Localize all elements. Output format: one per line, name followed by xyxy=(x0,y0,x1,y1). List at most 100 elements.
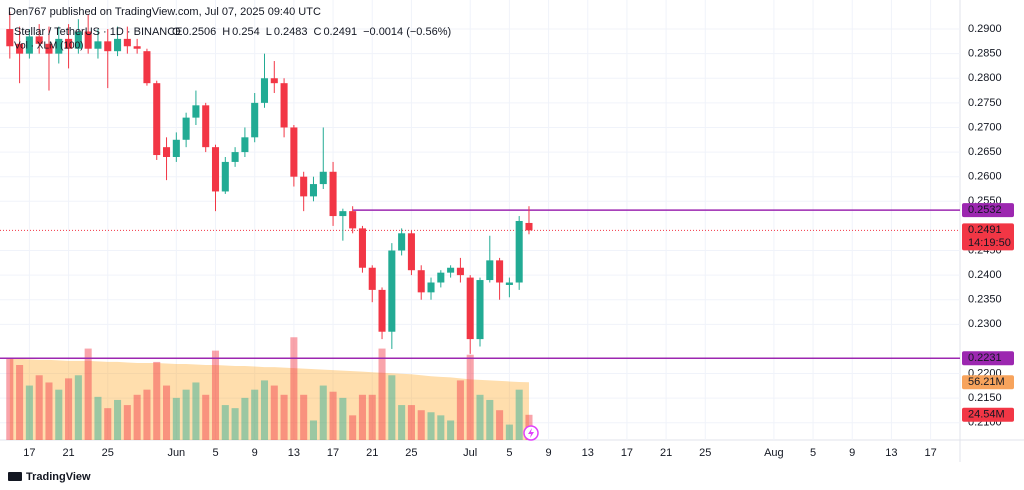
x-tick-label: 21 xyxy=(660,447,672,459)
volume-bar xyxy=(202,394,210,440)
y-tick-label: 0.2650 xyxy=(968,146,1002,158)
ohlc-key: H xyxy=(222,26,230,38)
publisher: Den767 published on TradingView.com, Jul… xyxy=(8,6,321,18)
symbol: Stellar / TetherUS · 1D · BINANCE xyxy=(14,26,183,38)
volume-bar xyxy=(319,385,327,440)
candle-body xyxy=(251,102,259,138)
x-tick-label: 25 xyxy=(405,447,417,459)
x-tick-label: 17 xyxy=(621,447,633,459)
candle-body xyxy=(123,38,131,47)
candle-body xyxy=(45,43,53,54)
candle-body xyxy=(486,260,494,281)
x-tick-label: 9 xyxy=(546,447,552,459)
ohlc-key: O xyxy=(172,26,181,38)
volume-bar xyxy=(123,405,131,440)
volume-bar xyxy=(456,380,464,440)
candle-body xyxy=(202,105,210,148)
volume-bar xyxy=(6,357,14,440)
candle-body xyxy=(456,267,464,276)
y-tick-label: 0.2800 xyxy=(968,72,1002,84)
volume-bar xyxy=(35,375,43,440)
last-price-tag: 0.2491 xyxy=(968,224,1002,236)
x-tick-label: 21 xyxy=(366,447,378,459)
volume-bar xyxy=(163,385,171,440)
volume-bar xyxy=(16,365,24,440)
volume-bar xyxy=(417,410,425,440)
candle-body xyxy=(525,222,533,231)
ohlc-value: 0.2506 xyxy=(183,26,217,38)
alert-icon[interactable] xyxy=(523,425,539,441)
candle-body xyxy=(35,36,43,44)
x-tick-label: Aug xyxy=(764,447,784,459)
candle-body xyxy=(505,282,513,285)
volume-title: Vol · XLM (100) xyxy=(14,41,83,52)
candle-body xyxy=(349,211,357,229)
volume-bar xyxy=(192,382,200,440)
candle-body xyxy=(241,137,249,153)
volume-bar xyxy=(84,348,92,440)
volume-bar xyxy=(349,415,357,440)
last-price-tag-countdown: 14:19:50 xyxy=(968,237,1011,249)
ohlc-value: 0.2491 xyxy=(323,26,357,38)
candle-body xyxy=(260,78,269,103)
volume-tag: 24.54M xyxy=(968,409,1005,421)
candle-body xyxy=(290,127,298,177)
ohlc-key: C xyxy=(313,26,321,38)
candle-body xyxy=(398,233,406,251)
volume-bar xyxy=(65,378,73,440)
volume-bar xyxy=(398,405,406,440)
volume-bar xyxy=(94,396,102,440)
x-tick-label: Jul xyxy=(463,447,477,459)
x-tick-label: Jun xyxy=(167,447,185,459)
y-tick-label: 0.2600 xyxy=(968,171,1002,183)
candle-body xyxy=(358,228,366,268)
volume-bar xyxy=(241,397,249,440)
level-tag: 0.2231 xyxy=(968,352,1002,364)
candle-body xyxy=(55,38,63,54)
volume-bar xyxy=(388,375,396,440)
candle-body xyxy=(84,31,92,49)
level-tag-bg xyxy=(962,203,1014,218)
candle-body xyxy=(104,41,112,52)
x-tick-label: 5 xyxy=(212,447,218,459)
volume-bar xyxy=(221,405,229,440)
x-tick-label: 17 xyxy=(327,447,339,459)
volume-bar xyxy=(368,394,376,440)
plot-area xyxy=(0,0,960,440)
volume-bar xyxy=(25,385,33,440)
alert-bolt[interactable] xyxy=(528,428,534,438)
ohlc-key: L xyxy=(266,26,272,38)
volume-bar xyxy=(329,391,337,440)
candle-body xyxy=(192,105,200,118)
volume-tag-bg xyxy=(962,407,1014,422)
candle-body xyxy=(211,147,220,192)
volume-bar xyxy=(231,408,239,440)
volume-bar xyxy=(309,420,317,440)
candle-body xyxy=(437,272,445,283)
y-tick-label: 0.2700 xyxy=(968,121,1002,133)
volume-bar xyxy=(143,389,151,440)
candle-body xyxy=(300,176,308,197)
volume-bar xyxy=(182,389,190,440)
x-tick-label: 17 xyxy=(924,447,936,459)
y-tick-label: 0.2900 xyxy=(968,23,1002,35)
volume-bar xyxy=(172,397,180,440)
ohlc-value: 0.2483 xyxy=(274,26,308,38)
x-tick-label: 17 xyxy=(23,447,35,459)
candle-body xyxy=(515,220,523,283)
candle-body xyxy=(172,139,180,158)
y-tick-label: 0.2150 xyxy=(968,392,1002,404)
volume-bar xyxy=(260,380,269,440)
x-tick-label: 13 xyxy=(582,447,594,459)
candle-body xyxy=(114,38,122,52)
volume-ma-tag: 56.21M xyxy=(968,376,1005,388)
candle-body xyxy=(466,277,474,340)
candle-body xyxy=(388,250,396,332)
x-tick-label: 5 xyxy=(810,447,816,459)
candle-body xyxy=(417,270,425,293)
volume-bar xyxy=(505,424,513,440)
volume-bar xyxy=(358,394,366,440)
volume-bar xyxy=(104,408,112,440)
candle-body xyxy=(427,282,435,293)
